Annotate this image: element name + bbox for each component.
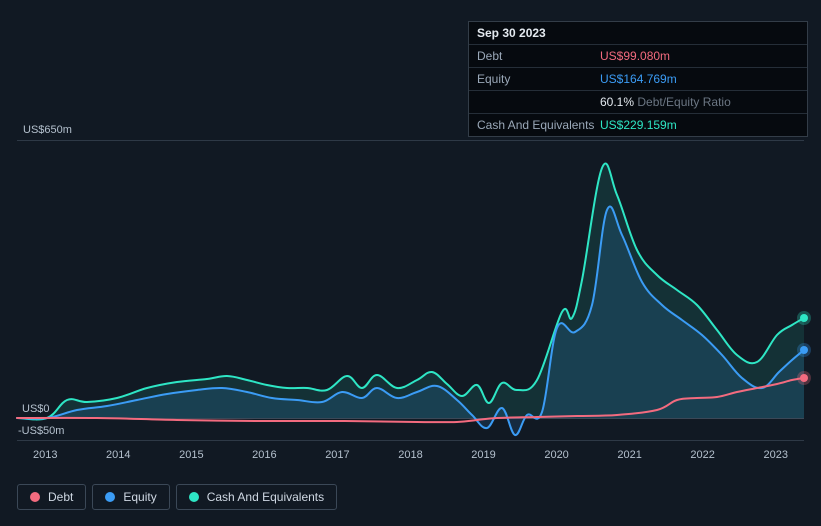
tooltip-value: US$99.080m [600,49,799,63]
x-axis-tick: 2022 [690,449,714,461]
tooltip-sublabel: Debt/Equity Ratio [634,95,731,109]
tooltip-row: DebtUS$99.080m [469,45,807,68]
tooltip-row: Cash And EquivalentsUS$229.159m [469,114,807,136]
x-axis-tick: 2013 [33,449,57,461]
tooltip-label: Debt [477,49,600,63]
tooltip-row: EquityUS$164.769m [469,68,807,91]
series-end-marker [800,346,808,354]
tooltip-row: 60.1% Debt/Equity Ratio [469,91,807,114]
x-axis-tick: 2019 [471,449,495,461]
tooltip-value: 60.1% Debt/Equity Ratio [600,95,799,109]
legend-dot-icon [30,492,40,502]
legend-label: Cash And Equivalents [207,490,324,504]
gridline-bottom [17,440,804,441]
legend-label: Equity [123,490,156,504]
tooltip-date-row: Sep 30 2023 [469,22,807,45]
tooltip-label: Cash And Equivalents [477,118,600,132]
x-axis-tick: 2021 [617,449,641,461]
tooltip-label [477,95,600,109]
series-end-marker [800,374,808,382]
chart-plot-area [17,140,804,440]
x-axis-tick: 2015 [179,449,203,461]
financial-timeline-chart: Sep 30 2023 DebtUS$99.080mEquityUS$164.7… [0,0,821,526]
legend-item-debt[interactable]: Debt [17,484,86,510]
x-axis-tick: 2017 [325,449,349,461]
x-axis-labels: 2013 2014 2015 2016 2017 2018 2019 2020 2021 2022… [17,449,804,461]
legend-label: Debt [48,490,73,504]
x-axis-tick: 2018 [398,449,422,461]
x-axis-tick: 2020 [544,449,568,461]
tooltip-value: US$164.769m [600,72,799,86]
y-axis-label-max: US$650m [23,124,72,136]
legend-dot-icon [189,492,199,502]
legend-dot-icon [105,492,115,502]
x-axis-tick: 2014 [106,449,130,461]
legend-item-cash-and-equivalents[interactable]: Cash And Equivalents [176,484,337,510]
hover-tooltip: Sep 30 2023 DebtUS$99.080mEquityUS$164.7… [468,21,808,137]
tooltip-date: Sep 30 2023 [477,26,546,40]
x-axis-tick: 2016 [252,449,276,461]
x-axis-tick: 2023 [763,449,787,461]
tooltip-value: US$229.159m [600,118,799,132]
series-end-marker [800,314,808,322]
tooltip-label: Equity [477,72,600,86]
chart-legend: Debt Equity Cash And Equivalents [17,484,337,510]
legend-item-equity[interactable]: Equity [92,484,169,510]
